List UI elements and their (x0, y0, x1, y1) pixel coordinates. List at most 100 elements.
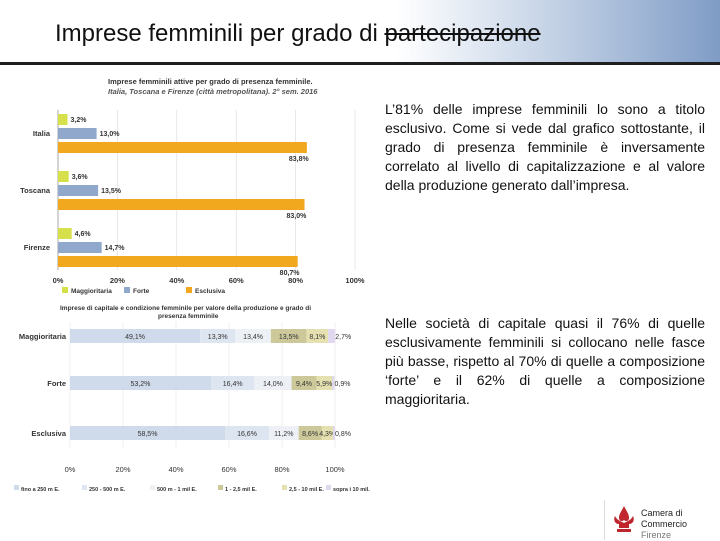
chart2-data-label: 0,9% (334, 381, 350, 388)
logo-line2: Firenze (641, 530, 672, 540)
slide-title: Imprese femminili per grado di partecipa… (55, 20, 541, 48)
chart2-segment (200, 329, 236, 343)
chart2-legend-label: 500 m - 1 mil E. (157, 487, 197, 493)
chart1-bar-forte (58, 128, 97, 139)
chart2-data-label: 2,7% (335, 334, 351, 341)
chart2-data-label: 5,9% (316, 381, 332, 388)
chart2-segment (269, 426, 299, 440)
chart1-legend-swatch (62, 287, 68, 293)
chart1-bar-forte (58, 185, 99, 196)
slide-title-strike: partecipazione (384, 20, 541, 47)
chart2-data-label: 13,3% (208, 334, 228, 341)
chart2-title: Imprese di capitale e condizione femmini… (60, 305, 311, 312)
chart2-legend-swatch (218, 485, 223, 490)
title-bar: Imprese femminili per grado di partecipa… (0, 0, 720, 65)
logo-line1: Camera di Commercio (641, 508, 688, 529)
chart2-legend-swatch (14, 485, 19, 490)
chart1-x-tick: 40% (169, 276, 184, 285)
chart2-category-label: Forte (47, 379, 66, 388)
chart2-segment (328, 329, 336, 343)
chart1-data-label: 4,6% (75, 231, 92, 238)
chart1-bar-maggioritaria (58, 171, 69, 182)
chart2-legend-label: 250 - 500 m E. (89, 487, 126, 493)
chart1-data-label: 83,8% (289, 156, 310, 163)
chart2-data-label: 13,4% (243, 334, 263, 341)
chart1-bar-esclusiva (58, 142, 307, 153)
chart2-x-tick: 100% (325, 465, 345, 474)
chart1-bar-forte (58, 242, 102, 253)
chart1-category-label: Firenze (24, 243, 50, 252)
capital-chart: Imprese di capitale e condizione femmini… (14, 305, 370, 493)
chart2-segment (70, 426, 226, 440)
chart1-bar-esclusiva (58, 199, 305, 210)
chart1-category-label: Italia (33, 129, 51, 138)
lily-logo-icon (614, 506, 634, 532)
chart2-segment (321, 426, 333, 440)
chart2-segment (316, 376, 333, 390)
chart2-data-label: 49,1% (125, 334, 145, 341)
chart1-legend-label: Forte (133, 288, 150, 295)
chart1-data-label: 13,5% (101, 188, 122, 195)
footer-logo: Camera di Commercio Firenze (604, 500, 720, 540)
chart2-subtitle: presenza femminile (158, 313, 219, 320)
chart1-data-label: 13,0% (100, 131, 121, 138)
paragraph-2: Nelle società di capitale quasi il 76% d… (385, 315, 705, 407)
logo-text: Camera di Commercio Firenze (641, 508, 720, 541)
chart2-data-label: 58,5% (138, 431, 158, 438)
chart2-legend-label: 2,5 - 10 mil E. (289, 487, 324, 493)
chart1-x-tick: 80% (288, 276, 303, 285)
chart2-data-label: 4,3% (319, 431, 335, 438)
chart1-x-tick: 0% (53, 276, 64, 285)
chart2-data-label: 16,4% (223, 381, 243, 388)
chart2-x-tick: 20% (115, 465, 130, 474)
chart2-legend-swatch (150, 485, 155, 490)
chart1-legend-swatch (186, 287, 192, 293)
chart1-data-label: 14,7% (105, 245, 126, 252)
chart2-data-label: 8,6% (302, 431, 318, 438)
chart1-data-label: 3,6% (72, 174, 89, 181)
chart2-segment (270, 329, 307, 343)
chart2-legend-swatch (326, 485, 331, 490)
chart2-legend-label: 1 - 2,5 mil E. (225, 487, 257, 493)
chart1-x-tick: 20% (110, 276, 125, 285)
chart2-segment (254, 376, 292, 390)
chart2-x-tick: 60% (221, 465, 236, 474)
chart1-data-label: 3,2% (71, 117, 88, 124)
chart2-legend-label: sopra i 10 mil. (333, 487, 370, 493)
chart1-legend-label: Maggioritaria (71, 288, 112, 295)
chart1-x-tick: 60% (229, 276, 244, 285)
chart2-data-label: 16,6% (237, 431, 257, 438)
chart1-data-label: 80,7% (280, 270, 301, 277)
chart2-x-tick: 80% (274, 465, 289, 474)
chart2-segment (70, 376, 211, 390)
chart1-legend-label: Esclusiva (195, 288, 225, 295)
chart2-legend-swatch (82, 485, 87, 490)
presence-chart: Imprese femminili attive per grado di pr… (20, 77, 365, 295)
chart2-x-tick: 40% (168, 465, 183, 474)
chart1-legend-swatch (124, 287, 130, 293)
chart2-segment (291, 376, 317, 390)
chart2-segment (332, 426, 335, 440)
chart1-category-label: Toscana (20, 186, 51, 195)
chart2-data-label: 13,5% (279, 334, 299, 341)
chart2-category-label: Esclusiva (31, 429, 66, 438)
chart2-data-label: 9,4% (296, 381, 312, 388)
chart2-data-label: 0,8% (335, 431, 351, 438)
chart2-segment (298, 426, 322, 440)
chart1-bar-maggioritaria (58, 228, 72, 239)
chart1-data-label: 83,0% (287, 213, 308, 220)
chart1-x-tick: 100% (345, 276, 365, 285)
chart1-subtitle: Italia, Toscana e Firenze (città metropo… (108, 87, 318, 96)
chart2-segment (306, 329, 329, 343)
chart2-segment (210, 376, 255, 390)
slide-title-main: Imprese femminili per grado di (55, 20, 385, 47)
chart2-category-label: Maggioritaria (19, 332, 67, 341)
chart2-data-label: 53,2% (131, 381, 151, 388)
chart2-segment (225, 426, 270, 440)
chart2-legend-swatch (282, 485, 287, 490)
chart2-segment (332, 376, 335, 390)
chart2-segment (235, 329, 271, 343)
chart2-data-label: 14,0% (263, 381, 283, 388)
chart2-legend-label: fino a 250 m E. (21, 487, 60, 493)
chart2-segment (70, 329, 201, 343)
